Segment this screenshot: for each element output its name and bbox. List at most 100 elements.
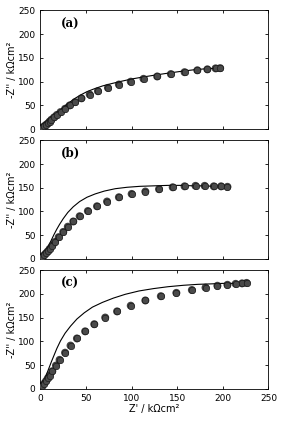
- Point: [105, 198, 109, 205]
- Point: [40, 254, 45, 261]
- Point: [85, 208, 90, 214]
- Point: [50, 242, 55, 249]
- Point: [190, 287, 194, 293]
- Point: [45, 248, 50, 255]
- Point: [40, 124, 45, 131]
- Point: [47, 118, 52, 125]
- Point: [63, 105, 67, 112]
- Point: [47, 245, 52, 252]
- Point: [174, 290, 179, 296]
- Point: [203, 284, 208, 291]
- Point: [66, 223, 70, 230]
- Point: [87, 91, 92, 98]
- Point: [212, 183, 216, 190]
- Point: [57, 234, 61, 240]
- Point: [170, 184, 175, 191]
- Point: [157, 186, 161, 192]
- Point: [71, 218, 76, 225]
- Point: [157, 186, 161, 192]
- Point: [42, 380, 46, 387]
- Point: [42, 123, 46, 130]
- Point: [63, 349, 67, 356]
- Point: [58, 109, 63, 115]
- Point: [68, 342, 73, 349]
- Point: [71, 218, 76, 225]
- Point: [78, 213, 82, 220]
- Point: [45, 120, 50, 127]
- Point: [158, 293, 163, 300]
- Point: [57, 234, 61, 240]
- Point: [195, 67, 200, 74]
- Point: [67, 102, 72, 109]
- Point: [219, 183, 223, 190]
- Point: [50, 242, 55, 249]
- Point: [213, 65, 218, 72]
- Point: [143, 188, 148, 195]
- Point: [213, 65, 218, 72]
- Point: [103, 314, 107, 321]
- Point: [61, 229, 66, 235]
- Point: [50, 368, 55, 375]
- Point: [115, 308, 119, 315]
- Point: [61, 229, 66, 235]
- Point: [45, 375, 50, 382]
- Point: [244, 280, 249, 286]
- Point: [75, 335, 79, 342]
- Point: [103, 314, 107, 321]
- Point: [128, 78, 133, 85]
- Point: [78, 213, 82, 220]
- Point: [57, 357, 62, 363]
- Point: [67, 102, 72, 109]
- Point: [96, 88, 100, 95]
- Point: [52, 114, 57, 121]
- Point: [47, 118, 52, 125]
- Point: [202, 182, 207, 189]
- Point: [50, 368, 55, 375]
- Point: [205, 66, 210, 73]
- Point: [54, 362, 58, 369]
- Point: [117, 81, 121, 88]
- Point: [45, 375, 50, 382]
- Point: [63, 105, 67, 112]
- Point: [203, 284, 208, 291]
- Point: [58, 109, 63, 115]
- Point: [117, 81, 121, 88]
- Point: [45, 120, 50, 127]
- Point: [205, 66, 210, 73]
- Point: [73, 99, 77, 106]
- Point: [44, 378, 48, 384]
- Point: [79, 95, 84, 102]
- Point: [141, 75, 146, 82]
- Point: [169, 71, 173, 77]
- Y-axis label: -Z'' / kΩcm²: -Z'' / kΩcm²: [7, 301, 17, 357]
- Point: [45, 248, 50, 255]
- Point: [42, 123, 46, 130]
- Point: [44, 250, 48, 257]
- Point: [128, 302, 133, 309]
- Text: (a): (a): [61, 18, 80, 31]
- Point: [174, 290, 179, 296]
- Point: [73, 99, 77, 106]
- Point: [44, 250, 48, 257]
- Text: (c): (c): [61, 277, 79, 290]
- Point: [128, 302, 133, 309]
- Point: [44, 122, 48, 128]
- Point: [40, 254, 45, 261]
- Point: [106, 85, 110, 91]
- Point: [49, 116, 54, 123]
- Point: [92, 321, 97, 328]
- Point: [42, 380, 46, 387]
- Point: [105, 198, 109, 205]
- Point: [42, 252, 46, 258]
- Point: [95, 203, 99, 210]
- Point: [182, 69, 187, 75]
- Point: [83, 328, 87, 335]
- Point: [95, 203, 99, 210]
- Point: [158, 293, 163, 300]
- Point: [141, 75, 146, 82]
- Point: [218, 65, 222, 72]
- Y-axis label: -Z'' / kΩcm²: -Z'' / kΩcm²: [7, 42, 17, 98]
- Point: [83, 328, 87, 335]
- Point: [117, 194, 121, 201]
- Point: [40, 383, 45, 389]
